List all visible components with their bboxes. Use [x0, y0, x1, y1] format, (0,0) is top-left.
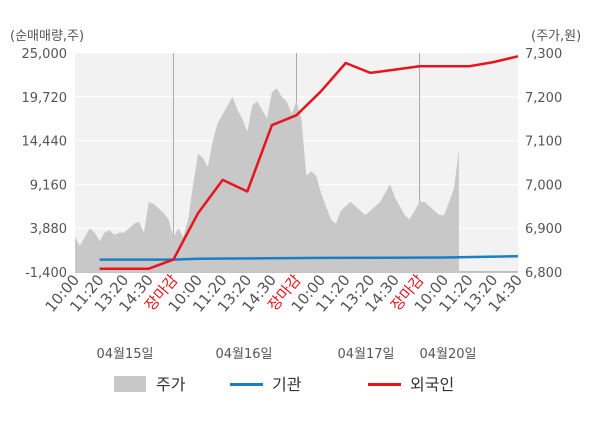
date-label: 04월17일 — [337, 347, 394, 362]
left-tick-label: 9,160 — [30, 178, 67, 193]
left-axis-label: (순매매량,주) — [10, 29, 84, 44]
legend-label-foreign: 외국인 — [410, 375, 454, 394]
right-axis-ticks: 7,300 7,200 7,100 7,000 6,900 6,800 — [525, 47, 562, 281]
date-label: 04월20일 — [419, 347, 476, 362]
legend-label-institution: 기관 — [272, 375, 302, 394]
legend: 주가 기관 외국인 — [114, 375, 454, 394]
right-tick-label: 6,900 — [525, 222, 562, 237]
x-axis-ticks: 10:0011:2013:2014:30장마감10:0011:2013:2014… — [41, 271, 526, 316]
right-tick-label: 7,200 — [525, 91, 562, 106]
right-tick-label: 6,800 — [525, 266, 562, 281]
legend-item-foreign: 외국인 — [368, 375, 454, 394]
left-tick-label: -1,400 — [25, 266, 67, 281]
series-line-foreign — [99, 55, 519, 270]
price-area-series — [75, 88, 459, 272]
legend-label-price: 주가 — [156, 375, 186, 394]
legend-item-institution: 기관 — [230, 375, 302, 394]
left-tick-label: 3,880 — [30, 222, 67, 237]
right-tick-label: 7,000 — [525, 178, 562, 193]
date-labels: 04월15일 04월16일 04월17일 04월20일 — [96, 347, 476, 362]
date-label: 04월15일 — [96, 347, 153, 362]
left-axis-ticks: 25,000 19,720 14,440 9,160 3,880 -1,400 — [22, 47, 68, 281]
right-tick-label: 7,300 — [525, 47, 562, 62]
line-series — [99, 55, 519, 270]
legend-swatch-institution — [230, 383, 263, 386]
legend-swatch-price — [114, 376, 146, 392]
left-tick-label: 14,440 — [22, 135, 68, 150]
right-axis-label: (주가,원) — [531, 29, 581, 44]
date-label: 04월16일 — [215, 347, 272, 362]
legend-swatch-foreign — [368, 383, 401, 386]
left-tick-label: 19,720 — [22, 91, 68, 106]
right-tick-label: 7,100 — [525, 135, 562, 150]
legend-item-price: 주가 — [114, 375, 186, 394]
left-tick-label: 25,000 — [22, 47, 68, 62]
series-line-institution — [99, 254, 519, 261]
price-area — [75, 88, 459, 272]
